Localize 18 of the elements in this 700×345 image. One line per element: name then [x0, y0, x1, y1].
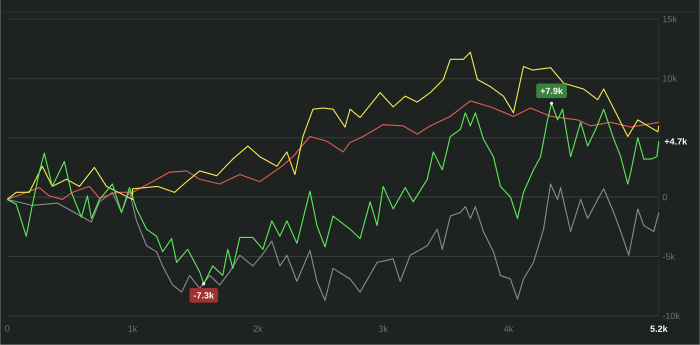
- annotation: +4.7k: [664, 138, 688, 145]
- x-tick-label: 3k: [378, 325, 388, 332]
- y-tick-label: -10k: [662, 312, 680, 320]
- annotation: -7.3k: [194, 292, 214, 299]
- line-series: [6, 102, 660, 286]
- line-series: [6, 100, 660, 200]
- y-tick-label: -5k: [662, 253, 675, 260]
- x-tick-label: 4k: [504, 325, 514, 332]
- y-tick-label: 10k: [663, 75, 677, 82]
- line-series: [6, 52, 660, 200]
- x-tick-label: 2k: [254, 325, 263, 332]
- x-tick-label: 5.2k: [650, 325, 668, 332]
- y-tick-label: 15k: [663, 16, 677, 22]
- y-tick-label: 0: [662, 194, 668, 200]
- annotation: +7.9k: [540, 88, 563, 94]
- x-tick-label: 1k: [128, 325, 138, 332]
- x-tick-label: 0: [5, 325, 10, 332]
- line-series: [6, 184, 660, 302]
